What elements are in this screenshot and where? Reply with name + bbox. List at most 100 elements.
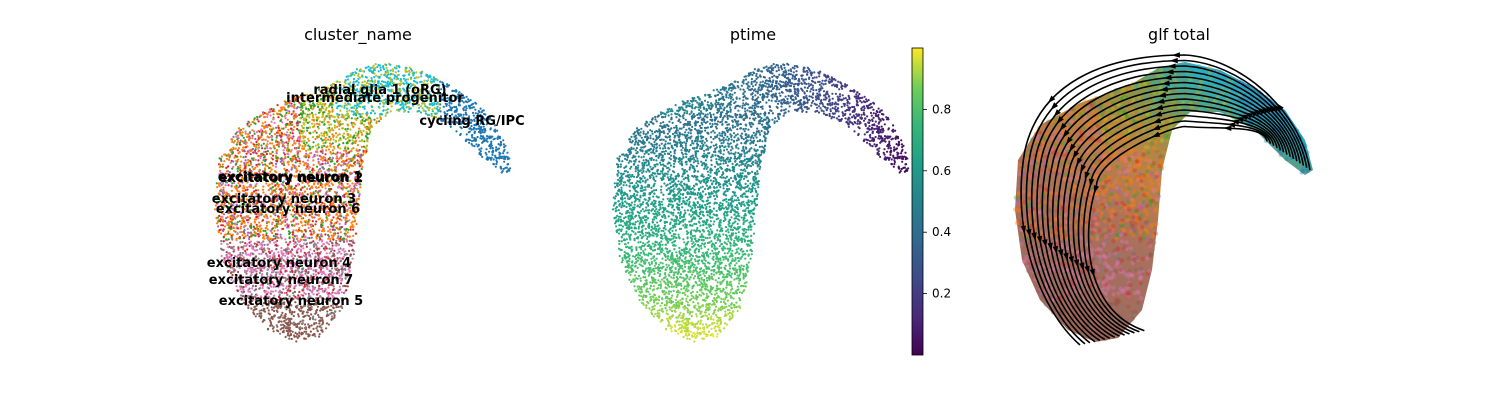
cell-point [348,249,351,252]
cell-point [311,136,314,139]
cell-point [287,155,290,159]
cell-point [492,158,495,161]
cell-point [268,247,271,251]
cell-point [309,248,312,251]
cell-point [351,142,354,145]
cell-point [479,150,482,153]
cell-point [379,69,382,72]
cell-point [277,330,280,333]
cell-point [336,155,339,158]
cell-point [303,242,306,245]
cell-point [273,218,276,221]
cell-point [330,218,333,221]
cell-point [244,242,247,245]
cell-point [235,203,238,206]
cell-point [249,244,252,248]
cell-point [227,165,230,168]
cell-point [257,159,260,162]
cell-point [312,240,315,243]
cell-point [305,245,308,248]
cell-point [346,186,349,189]
cell-point [291,159,294,162]
cell-point [311,125,314,129]
cell-point [290,127,293,130]
cell-point [324,298,327,301]
cell-point [298,322,301,325]
cell-point [253,117,256,120]
cell-point [263,291,266,294]
cell-point [299,243,302,247]
cell-point [304,223,307,226]
cell-point [331,156,334,159]
cell-point [281,220,284,224]
cell-point [280,159,283,162]
cell-point [275,126,278,129]
cell-point [433,107,436,110]
cell-point [291,132,294,135]
cell-point [238,141,242,144]
cell-point [328,91,331,94]
cell-point [296,106,299,109]
cell-point [378,64,381,67]
cell-point [396,77,400,80]
cell-point [352,253,355,256]
cell-point [420,75,423,78]
cell-point [280,132,283,135]
cell-point [283,133,286,136]
cell-point [226,243,229,246]
cell-point [332,138,335,141]
cell-point [346,231,349,234]
cell-point [341,127,344,130]
cell-point [294,161,297,164]
cell-point [315,131,318,134]
cell-point [317,105,320,109]
cell-point [392,70,395,73]
cell-point [223,225,227,228]
cell-point [360,159,363,162]
cell-point [236,227,240,230]
cell-point [244,249,247,253]
cell-point [300,283,303,286]
cell-point [254,315,257,318]
cell-point [469,99,472,102]
cell-point [313,123,316,126]
cell-point [354,71,357,74]
cell-point [379,66,382,69]
cell-point [332,89,335,92]
cell-point [302,147,305,151]
cell-point [376,117,379,120]
cell-point [479,134,483,138]
cell-point [410,76,413,79]
cell-point [359,68,362,71]
cell-point [268,313,271,316]
cell-point [267,188,270,192]
cell-point [328,158,331,161]
cell-point [293,290,296,293]
cell-point [318,88,321,91]
cell-point [310,236,313,239]
cell-point [255,245,258,248]
cell-point [314,252,317,255]
cell-point [266,228,269,231]
cell-point [252,229,255,232]
cell-point [359,129,362,132]
cell-point [268,251,271,255]
cell-point [290,148,293,152]
cell-point [236,134,240,137]
cell-point [235,160,238,163]
cell-point [298,170,302,173]
cell-point [306,236,309,239]
cell-point [481,155,484,158]
cell-point [260,133,263,137]
cell-point [242,218,245,221]
cell-point [341,299,344,302]
cell-point [481,140,485,143]
cell-point [304,229,307,232]
cell-point [328,308,332,312]
cell-point [221,163,224,166]
cell-point [273,309,276,313]
cell-point [361,112,364,115]
cell-point [347,147,350,150]
cell-point [503,157,506,160]
